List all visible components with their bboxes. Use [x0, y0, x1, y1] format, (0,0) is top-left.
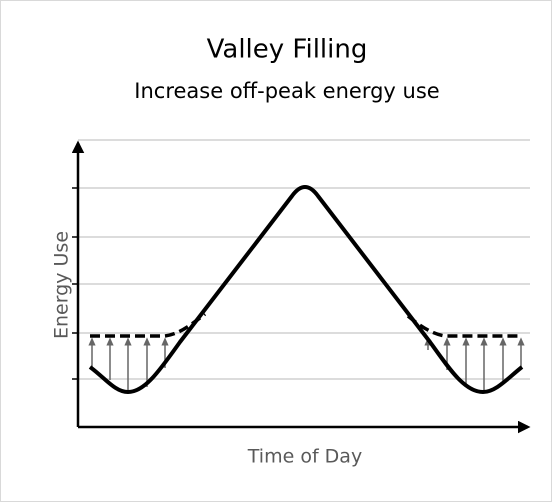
subtitle: Increase off-peak energy use: [134, 79, 439, 103]
fill-arrows: [88, 337, 525, 391]
load-curve: [88, 185, 524, 394]
grid: [78, 139, 530, 380]
title: Valley Filling: [207, 35, 368, 65]
y-axis-label: Energy Use: [51, 231, 73, 339]
x-axis-label: Time of Day: [247, 446, 362, 468]
filled-load-left: [90, 312, 207, 338]
